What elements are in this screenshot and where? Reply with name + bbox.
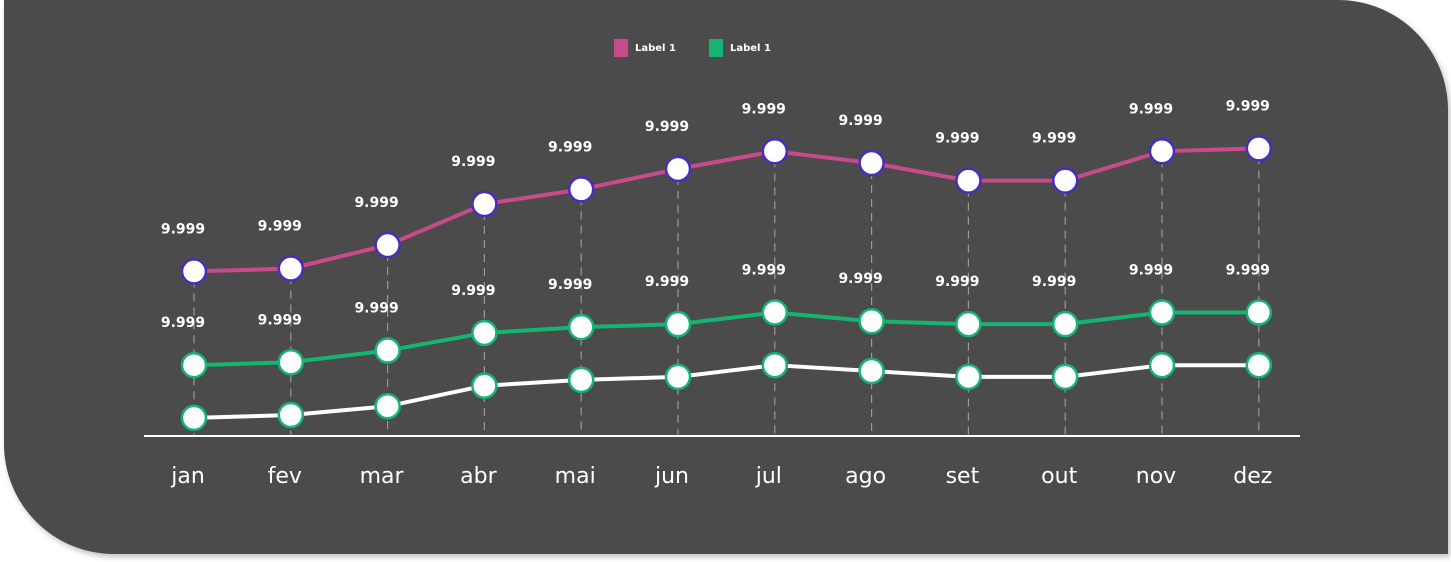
- data-label-s0-nov: 9.999: [1129, 101, 1173, 117]
- data-label-s0-dez: 9.999: [1226, 98, 1270, 114]
- legend-swatch-1: [709, 39, 723, 57]
- point-s0-mai: [567, 176, 595, 203]
- x-tick-dez: dez: [1233, 464, 1272, 489]
- data-label-s0-jun: 9.999: [645, 119, 689, 135]
- point-s1-dez: [1245, 299, 1273, 326]
- data-label-s0-mar: 9.999: [354, 195, 398, 211]
- point-s0-jun: [664, 155, 692, 183]
- point-s2-mai: [567, 366, 595, 394]
- point-s2-jul: [761, 351, 789, 379]
- data-label-s1-jul: 9.999: [742, 262, 786, 278]
- data-label-s1-nov: 9.999: [1129, 262, 1173, 278]
- x-tick-jul: jul: [755, 464, 782, 489]
- x-tick-jun: jun: [654, 464, 689, 489]
- point-s1-mai: [567, 313, 595, 341]
- x-tick-mar: mar: [360, 464, 405, 489]
- point-s0-dez: [1245, 135, 1273, 162]
- data-label-s1-out: 9.999: [1032, 274, 1076, 290]
- point-s0-set: [955, 167, 982, 194]
- data-label-s1-set: 9.999: [935, 274, 979, 290]
- point-s2-jun: [664, 363, 692, 391]
- point-s1-jun: [664, 310, 692, 338]
- data-label-s1-abr: 9.999: [451, 283, 495, 299]
- point-s2-out: [1051, 363, 1079, 391]
- data-labels: 9.999 9.999 9.999 9.999 9.999 9.999 9.999 9.999…: [161, 98, 1270, 331]
- point-s2-jan: [180, 404, 208, 432]
- point-s2-mar: [374, 392, 401, 420]
- data-label-s1-fev: 9.999: [258, 312, 302, 328]
- data-label-s0-fev: 9.999: [258, 219, 302, 235]
- point-s2-fev: [277, 401, 305, 429]
- x-tick-out: out: [1041, 464, 1077, 489]
- x-tick-set: set: [946, 464, 980, 489]
- legend-label-1: Label 1: [730, 43, 771, 54]
- point-s0-jan: [180, 258, 208, 285]
- point-s1-nov: [1148, 299, 1176, 326]
- series-line-0: [193, 146, 1259, 274]
- point-s0-jul: [761, 138, 789, 165]
- point-s1-mar: [374, 337, 401, 364]
- point-s1-abr: [471, 319, 498, 347]
- x-tick-mai: mai: [555, 464, 596, 489]
- series-line-2: [193, 363, 1259, 420]
- data-label-s1-ago: 9.999: [838, 271, 882, 287]
- legend-label-0: Label 1: [635, 43, 676, 54]
- data-label-s0-set: 9.999: [935, 131, 979, 147]
- x-tick-abr: abr: [460, 464, 497, 489]
- point-s0-mar: [374, 231, 401, 259]
- series-layer: [180, 135, 1273, 432]
- point-s1-jul: [761, 299, 789, 326]
- point-s1-fev: [277, 349, 305, 376]
- data-label-s1-mar: 9.999: [354, 301, 398, 317]
- data-label-s0-mai: 9.999: [548, 139, 592, 155]
- point-s2-dez: [1245, 351, 1273, 379]
- data-label-s1-jun: 9.999: [645, 274, 689, 290]
- point-s0-ago: [858, 149, 885, 177]
- point-s2-ago: [858, 357, 885, 385]
- x-tick-nov: nov: [1136, 464, 1176, 489]
- data-label-s1-dez: 9.999: [1226, 262, 1270, 278]
- x-tick-labels: jan fev mar abr mai jun jul ago set out nov dez: [170, 464, 1272, 489]
- point-s1-out: [1051, 310, 1079, 338]
- point-s1-jan: [180, 351, 208, 379]
- point-s2-set: [955, 363, 982, 391]
- x-tick-fev: fev: [268, 464, 302, 489]
- legend-swatch-0: [614, 39, 628, 57]
- chart-panel: [4, 0, 1448, 554]
- data-label-s1-jan: 9.999: [161, 315, 205, 331]
- point-s0-abr: [471, 190, 498, 218]
- point-s0-nov: [1148, 138, 1176, 165]
- data-label-s1-mai: 9.999: [548, 277, 592, 293]
- point-s1-set: [955, 310, 982, 338]
- point-s2-abr: [471, 372, 498, 399]
- series-line-1: [193, 310, 1259, 368]
- legend: Label 1 Label 1: [614, 39, 771, 57]
- x-tick-ago: ago: [845, 464, 886, 489]
- point-s0-out: [1051, 167, 1079, 194]
- point-s2-nov: [1148, 351, 1176, 379]
- point-s1-ago: [858, 307, 885, 335]
- point-s0-fev: [277, 255, 305, 282]
- data-label-s0-ago: 9.999: [838, 113, 882, 129]
- data-label-s0-out: 9.999: [1032, 131, 1076, 147]
- data-label-s0-jan: 9.999: [161, 221, 205, 237]
- data-label-s0-jul: 9.999: [742, 101, 786, 117]
- data-label-s0-abr: 9.999: [451, 154, 495, 170]
- x-tick-jan: jan: [170, 464, 205, 489]
